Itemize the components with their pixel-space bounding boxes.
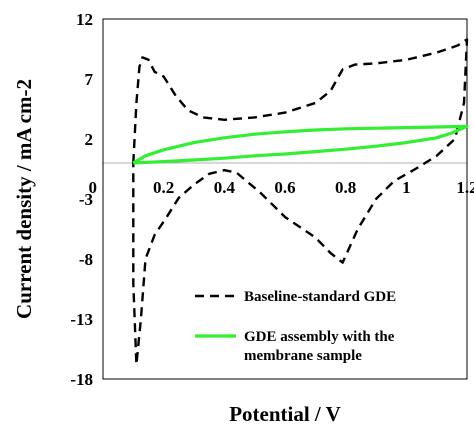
- x-tick-label: 0.4: [214, 178, 236, 197]
- y-tick-label: -8: [79, 250, 93, 269]
- x-tick-label: 0.6: [274, 178, 295, 197]
- y-tick-label: -3: [79, 190, 93, 209]
- x-tick-label: 1.2: [456, 178, 474, 197]
- legend-label-membrane: GDE assembly with the membrane sample: [244, 329, 395, 364]
- y-tick-label: -18: [70, 370, 93, 389]
- plot-frame: [102, 18, 468, 380]
- x-axis-title: Potential / V: [229, 402, 341, 426]
- x-tick-label: 0.2: [153, 178, 174, 197]
- y-tick-label: 2: [85, 130, 94, 149]
- series-line-baseline: [132, 38, 469, 366]
- series-line-membrane: [132, 124, 469, 165]
- x-tick-label: 0.8: [335, 178, 356, 197]
- y-tick-label: 12: [76, 10, 93, 29]
- x-tick-label: 0: [89, 178, 98, 197]
- y-axis-title: Current density / mA cm-2: [12, 79, 36, 319]
- y-tick-label: 7: [85, 70, 94, 89]
- y-tick-label: -13: [70, 310, 93, 329]
- legend-label-baseline: Baseline-standard GDE: [244, 289, 396, 305]
- x-tick-label: 1: [402, 178, 411, 197]
- legend: Baseline-standard GDE GDE assembly with …: [195, 289, 396, 364]
